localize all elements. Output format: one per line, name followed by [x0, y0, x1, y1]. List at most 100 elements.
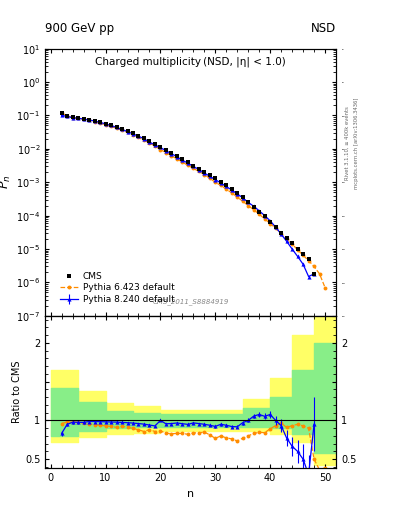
- Text: mcplots.cern.ch [arXiv:1306.3436]: mcplots.cern.ch [arXiv:1306.3436]: [354, 98, 359, 189]
- Legend: CMS, Pythia 6.423 default, Pythia 8.240 default: CMS, Pythia 6.423 default, Pythia 8.240 …: [59, 270, 176, 306]
- CMS: [208, 173, 212, 179]
- Pythia 6.423 default: [180, 159, 185, 165]
- Pythia 6.423 default: [208, 175, 212, 181]
- CMS: [119, 126, 124, 132]
- Pythia 6.423 default: [224, 186, 229, 192]
- CMS: [169, 150, 174, 156]
- Pythia 6.423 default: [279, 230, 283, 237]
- Pythia 6.423 default: [262, 216, 267, 222]
- Pythia 6.423 default: [158, 146, 163, 153]
- Pythia 6.423 default: [268, 221, 272, 227]
- Pythia 6.423 default: [59, 110, 64, 116]
- Pythia 6.423 default: [317, 271, 322, 277]
- CMS: [130, 131, 135, 137]
- CMS: [224, 182, 229, 188]
- CMS: [213, 175, 218, 181]
- Pythia 6.423 default: [65, 113, 70, 119]
- Pythia 6.423 default: [114, 125, 119, 132]
- CMS: [246, 199, 251, 205]
- Text: 900 GeV pp: 900 GeV pp: [45, 22, 114, 35]
- CMS: [87, 117, 92, 123]
- Pythia 6.423 default: [213, 179, 218, 185]
- CMS: [257, 209, 262, 215]
- CMS: [284, 234, 289, 241]
- Pythia 6.423 default: [230, 190, 234, 196]
- Pythia 6.423 default: [119, 127, 124, 133]
- Pythia 6.423 default: [301, 252, 305, 259]
- Pythia 6.423 default: [125, 130, 130, 136]
- CMS: [185, 159, 190, 165]
- Line: Pythia 6.423 default: Pythia 6.423 default: [60, 112, 327, 289]
- Pythia 6.423 default: [246, 203, 251, 209]
- Pythia 6.423 default: [109, 123, 114, 130]
- Pythia 6.423 default: [252, 207, 256, 213]
- CMS: [202, 169, 207, 175]
- Pythia 6.423 default: [273, 225, 278, 231]
- CMS: [290, 240, 294, 246]
- Pythia 6.423 default: [130, 132, 135, 138]
- CMS: [262, 214, 267, 220]
- CMS: [76, 115, 81, 121]
- CMS: [252, 204, 256, 210]
- CMS: [241, 195, 245, 201]
- CMS: [59, 110, 64, 116]
- Pythia 6.423 default: [76, 115, 81, 121]
- Pythia 6.423 default: [323, 285, 327, 291]
- CMS: [136, 133, 141, 139]
- Pythia 6.423 default: [174, 156, 179, 162]
- Line: CMS: CMS: [59, 111, 316, 276]
- CMS: [279, 230, 283, 236]
- Pythia 6.423 default: [219, 182, 223, 188]
- Pythia 6.423 default: [152, 143, 157, 150]
- Text: CMS_2011_S8884919: CMS_2011_S8884919: [152, 298, 229, 305]
- Y-axis label: Ratio to CMS: Ratio to CMS: [12, 361, 22, 423]
- X-axis label: n: n: [187, 489, 194, 499]
- Pythia 6.423 default: [163, 150, 168, 156]
- Pythia 6.423 default: [290, 241, 294, 247]
- CMS: [109, 122, 114, 129]
- CMS: [180, 156, 185, 162]
- Pythia 6.423 default: [92, 119, 97, 125]
- CMS: [70, 114, 75, 120]
- Pythia 6.423 default: [202, 172, 207, 178]
- Pythia 6.423 default: [312, 263, 316, 269]
- Pythia 6.423 default: [257, 211, 262, 217]
- Text: Charged multiplicity (NSD, |η| < 1.0): Charged multiplicity (NSD, |η| < 1.0): [95, 57, 286, 67]
- CMS: [158, 144, 163, 151]
- CMS: [235, 189, 240, 196]
- CMS: [125, 128, 130, 134]
- CMS: [92, 118, 97, 124]
- CMS: [174, 153, 179, 159]
- Pythia 6.423 default: [295, 247, 300, 253]
- CMS: [114, 124, 119, 130]
- CMS: [219, 179, 223, 185]
- CMS: [81, 116, 86, 122]
- Pythia 6.423 default: [284, 236, 289, 242]
- Text: Rivet 3.1.10, ≥ 400k events: Rivet 3.1.10, ≥ 400k events: [345, 106, 350, 180]
- CMS: [141, 135, 146, 141]
- CMS: [273, 224, 278, 230]
- Pythia 6.423 default: [169, 153, 174, 159]
- CMS: [306, 256, 311, 262]
- Pythia 6.423 default: [191, 165, 196, 172]
- CMS: [163, 147, 168, 153]
- Pythia 6.423 default: [87, 117, 92, 123]
- CMS: [196, 166, 201, 172]
- CMS: [301, 251, 305, 257]
- Pythia 6.423 default: [185, 162, 190, 168]
- Text: NSD: NSD: [311, 22, 336, 35]
- Pythia 6.423 default: [241, 198, 245, 204]
- Pythia 6.423 default: [103, 121, 108, 127]
- Pythia 6.423 default: [235, 194, 240, 200]
- CMS: [230, 186, 234, 192]
- Pythia 6.423 default: [306, 258, 311, 264]
- Pythia 6.423 default: [136, 134, 141, 140]
- Pythia 6.423 default: [196, 168, 201, 175]
- CMS: [152, 141, 157, 147]
- Pythia 6.423 default: [98, 120, 103, 126]
- CMS: [191, 163, 196, 169]
- Y-axis label: $P_n$: $P_n$: [0, 175, 13, 189]
- Pythia 6.423 default: [81, 116, 86, 122]
- CMS: [312, 271, 316, 277]
- CMS: [103, 120, 108, 126]
